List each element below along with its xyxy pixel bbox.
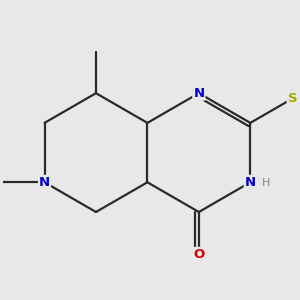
Text: O: O: [193, 248, 205, 261]
Text: N: N: [245, 176, 256, 189]
Text: N: N: [39, 176, 50, 189]
Text: N: N: [193, 87, 204, 100]
Text: H: H: [262, 178, 270, 188]
Text: S: S: [288, 92, 297, 105]
